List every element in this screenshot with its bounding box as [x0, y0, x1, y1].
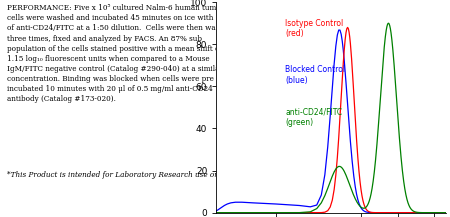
Text: *This Product is intended for Laboratory Research use only.: *This Product is intended for Laboratory…	[7, 171, 226, 179]
Text: anti-CD24/FITC
(green): anti-CD24/FITC (green)	[285, 107, 342, 127]
Text: PERFORMANCE: Five x 10⁵ cultured Nalm-6 human tumor
cells were washed and incuba: PERFORMANCE: Five x 10⁵ cultured Nalm-6 …	[7, 4, 234, 103]
Text: Isotype Control
(red): Isotype Control (red)	[285, 19, 343, 38]
Text: Binding of anti-CD24/FITC to human
Nalm-6 cells: Binding of anti-CD24/FITC to human Nalm-…	[234, 0, 450, 1]
Text: Blocked Control
(blue): Blocked Control (blue)	[285, 65, 345, 85]
